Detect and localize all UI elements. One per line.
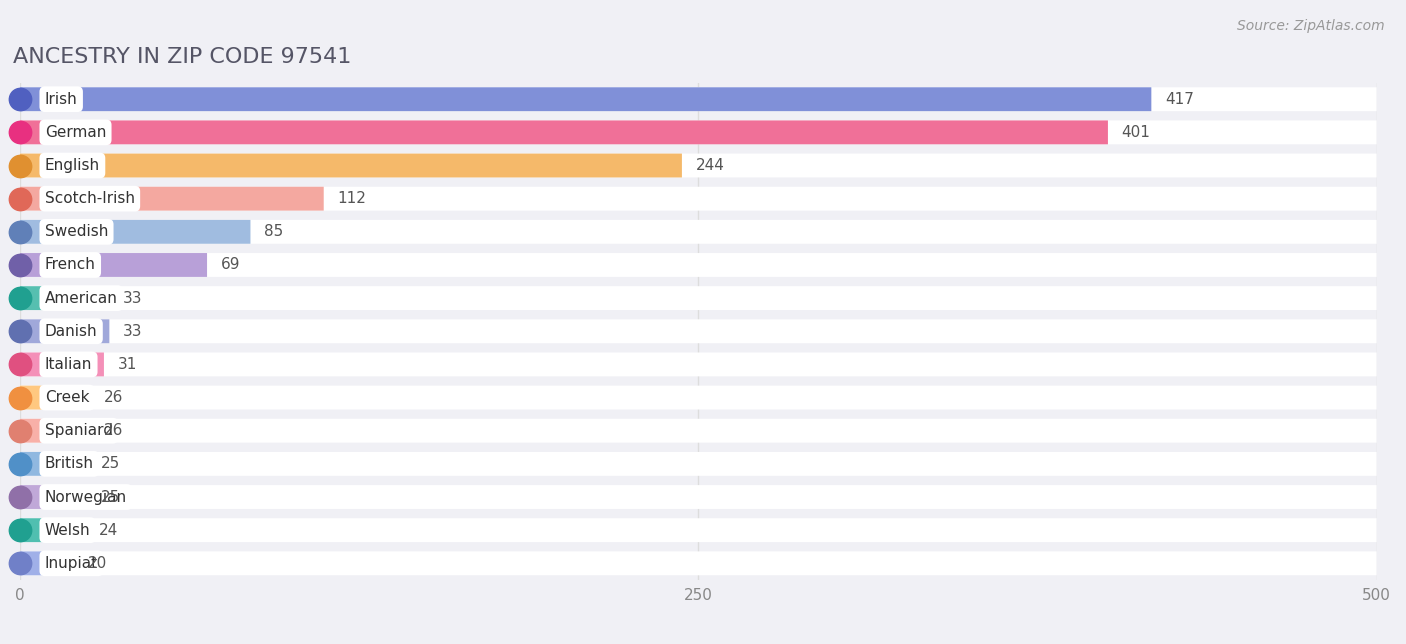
Text: 33: 33 bbox=[122, 290, 142, 306]
Text: 24: 24 bbox=[98, 523, 118, 538]
FancyBboxPatch shape bbox=[20, 88, 1152, 111]
Point bbox=[8, 128, 31, 138]
Point bbox=[8, 359, 31, 370]
Text: 26: 26 bbox=[104, 390, 124, 405]
Text: 85: 85 bbox=[264, 224, 283, 240]
FancyBboxPatch shape bbox=[20, 319, 1376, 343]
FancyBboxPatch shape bbox=[20, 286, 1376, 310]
FancyBboxPatch shape bbox=[20, 120, 1376, 144]
FancyBboxPatch shape bbox=[20, 220, 250, 244]
Text: Swedish: Swedish bbox=[45, 224, 108, 240]
FancyBboxPatch shape bbox=[20, 153, 682, 178]
Text: American: American bbox=[45, 290, 118, 306]
Point bbox=[8, 525, 31, 535]
Point bbox=[8, 426, 31, 436]
FancyBboxPatch shape bbox=[20, 452, 87, 476]
Point bbox=[8, 326, 31, 336]
Point bbox=[8, 293, 31, 303]
Text: Creek: Creek bbox=[45, 390, 90, 405]
FancyBboxPatch shape bbox=[20, 551, 1376, 575]
Text: ANCESTRY IN ZIP CODE 97541: ANCESTRY IN ZIP CODE 97541 bbox=[13, 47, 352, 67]
Point bbox=[8, 459, 31, 469]
Text: German: German bbox=[45, 125, 107, 140]
Point bbox=[8, 193, 31, 204]
Text: 20: 20 bbox=[87, 556, 107, 571]
Text: 417: 417 bbox=[1166, 91, 1194, 107]
Text: French: French bbox=[45, 258, 96, 272]
Text: 31: 31 bbox=[118, 357, 136, 372]
FancyBboxPatch shape bbox=[20, 352, 1376, 376]
Text: Norwegian: Norwegian bbox=[45, 489, 127, 504]
Text: 33: 33 bbox=[122, 324, 142, 339]
Text: Welsh: Welsh bbox=[45, 523, 90, 538]
Text: 112: 112 bbox=[337, 191, 366, 206]
Text: 244: 244 bbox=[696, 158, 724, 173]
FancyBboxPatch shape bbox=[20, 518, 84, 542]
FancyBboxPatch shape bbox=[20, 419, 1376, 442]
Text: British: British bbox=[45, 457, 94, 471]
Point bbox=[8, 160, 31, 171]
FancyBboxPatch shape bbox=[20, 518, 1376, 542]
Text: 26: 26 bbox=[104, 423, 124, 438]
Text: Italian: Italian bbox=[45, 357, 93, 372]
FancyBboxPatch shape bbox=[20, 319, 110, 343]
Point bbox=[8, 94, 31, 104]
Point bbox=[8, 492, 31, 502]
Point bbox=[8, 227, 31, 237]
Point bbox=[8, 260, 31, 270]
FancyBboxPatch shape bbox=[20, 419, 90, 442]
Text: Scotch-Irish: Scotch-Irish bbox=[45, 191, 135, 206]
Text: Spaniard: Spaniard bbox=[45, 423, 112, 438]
FancyBboxPatch shape bbox=[20, 253, 1376, 277]
Text: English: English bbox=[45, 158, 100, 173]
FancyBboxPatch shape bbox=[20, 120, 1108, 144]
FancyBboxPatch shape bbox=[20, 253, 207, 277]
Text: Source: ZipAtlas.com: Source: ZipAtlas.com bbox=[1237, 19, 1385, 33]
FancyBboxPatch shape bbox=[20, 220, 1376, 244]
Text: 25: 25 bbox=[101, 489, 121, 504]
Text: Inupiat: Inupiat bbox=[45, 556, 98, 571]
FancyBboxPatch shape bbox=[20, 485, 87, 509]
Text: 401: 401 bbox=[1122, 125, 1150, 140]
Text: 69: 69 bbox=[221, 258, 240, 272]
FancyBboxPatch shape bbox=[20, 352, 104, 376]
FancyBboxPatch shape bbox=[20, 187, 1376, 211]
Text: 25: 25 bbox=[101, 457, 121, 471]
FancyBboxPatch shape bbox=[20, 386, 1376, 410]
FancyBboxPatch shape bbox=[20, 153, 1376, 178]
FancyBboxPatch shape bbox=[20, 386, 90, 410]
FancyBboxPatch shape bbox=[20, 286, 110, 310]
Text: Danish: Danish bbox=[45, 324, 97, 339]
FancyBboxPatch shape bbox=[20, 485, 1376, 509]
FancyBboxPatch shape bbox=[20, 551, 75, 575]
Point bbox=[8, 558, 31, 569]
FancyBboxPatch shape bbox=[20, 187, 323, 211]
Point bbox=[8, 392, 31, 402]
Text: Irish: Irish bbox=[45, 91, 77, 107]
FancyBboxPatch shape bbox=[20, 88, 1376, 111]
FancyBboxPatch shape bbox=[20, 452, 1376, 476]
